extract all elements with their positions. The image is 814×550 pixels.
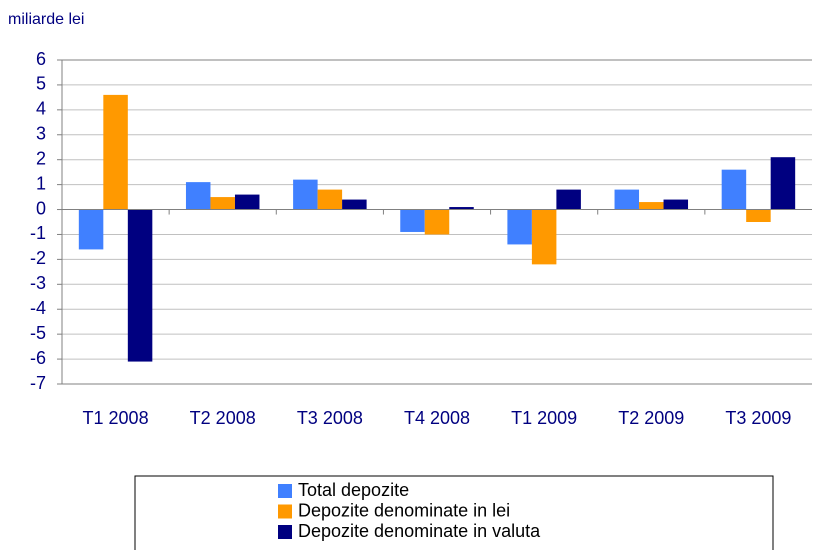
bar xyxy=(663,199,689,210)
y-tick-label: -3 xyxy=(30,273,46,293)
bar xyxy=(449,207,474,210)
legend-label: Total depozite xyxy=(298,480,409,500)
bar xyxy=(746,209,771,222)
x-tick-label: T3 2009 xyxy=(725,408,791,428)
y-tick-label: -1 xyxy=(30,223,46,243)
bar xyxy=(78,209,104,250)
y-tick-label: 3 xyxy=(36,124,46,144)
bar xyxy=(210,197,235,210)
y-tick-label: 4 xyxy=(36,99,46,119)
legend-label: Depozite denominate in lei xyxy=(298,500,510,520)
y-axis-label: miliarde lei xyxy=(8,11,84,28)
bar xyxy=(400,209,425,232)
legend-box xyxy=(134,475,774,550)
x-tick-label: T4 2008 xyxy=(404,408,470,428)
y-tick-label: 6 xyxy=(36,49,46,69)
legend-swatch xyxy=(278,504,292,519)
bar xyxy=(317,189,343,210)
bar xyxy=(639,202,664,210)
bar xyxy=(103,94,128,210)
bar xyxy=(293,179,318,210)
y-tick-label: 2 xyxy=(36,148,46,168)
y-tick-label: -5 xyxy=(30,323,46,343)
y-tick-label: 1 xyxy=(36,173,46,193)
bar xyxy=(770,157,796,210)
x-tick-label: T1 2008 xyxy=(83,408,149,428)
y-tick-label: -2 xyxy=(30,248,46,268)
bar xyxy=(721,169,747,210)
x-tick-label: T2 2009 xyxy=(618,408,684,428)
bar xyxy=(531,209,557,265)
bar xyxy=(234,194,260,210)
y-tick-label: -7 xyxy=(30,373,46,393)
bar xyxy=(507,209,532,245)
y-tick-label: 5 xyxy=(36,74,46,94)
legend-label: Depozite denominate in valuta xyxy=(298,521,541,541)
bar xyxy=(424,209,450,235)
x-tick-label: T3 2008 xyxy=(297,408,363,428)
bar xyxy=(185,182,211,210)
x-tick-label: T2 2008 xyxy=(190,408,256,428)
y-tick-label: 0 xyxy=(36,198,46,218)
bar xyxy=(614,189,640,210)
legend-swatch xyxy=(278,484,292,498)
bar xyxy=(342,199,367,210)
y-tick-label: -4 xyxy=(30,298,46,318)
legend-swatch xyxy=(278,525,292,539)
x-tick-label: T1 2009 xyxy=(511,408,577,428)
bar xyxy=(556,189,581,210)
bar xyxy=(127,209,153,362)
y-tick-label: -6 xyxy=(30,348,46,368)
